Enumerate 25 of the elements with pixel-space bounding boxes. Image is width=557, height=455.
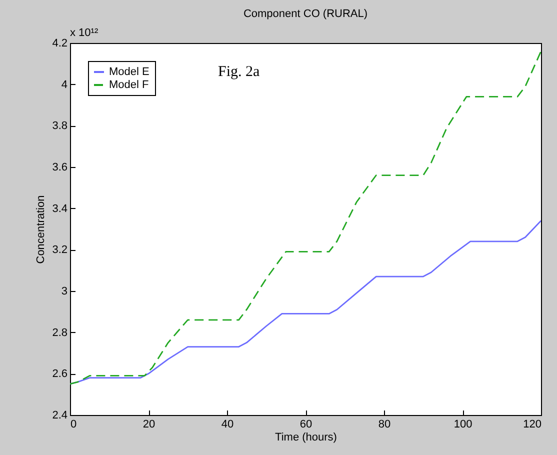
x-axis-title: Time (hours)	[275, 432, 337, 444]
x-tick-label: 120	[523, 418, 542, 430]
line-series	[70, 50, 541, 385]
text: x 10¹²	[70, 27, 98, 39]
y-tick-label: 3.2	[52, 244, 68, 256]
y-axis-title: Concentration	[35, 195, 48, 264]
legend-label: Model F	[109, 79, 150, 91]
chart-title: Component CO (RURAL)	[243, 8, 368, 20]
x-tick-label: 80	[378, 418, 391, 430]
y-tick-label: 2.6	[52, 368, 68, 380]
y-tick-label: 3.8	[52, 120, 68, 132]
y-tick-label: 3	[61, 286, 68, 298]
y-tick-label: 3.4	[52, 202, 68, 215]
x-tick-label: 60	[300, 418, 312, 430]
x-tick-label: 40	[221, 418, 234, 430]
y-tick-label: 4.2	[52, 38, 68, 50]
x-tick-label: 0	[70, 418, 77, 430]
y-tick-label: 3.6	[52, 162, 68, 174]
annotation: Fig. 2a	[218, 64, 260, 80]
x-tick-label: 100	[454, 418, 472, 430]
y-tick-label: 2.4	[52, 410, 68, 422]
y-tick-label: 4	[61, 78, 68, 91]
x-tick-label: 20	[142, 418, 156, 430]
legend-label: Model E	[109, 66, 150, 78]
y-tick-label: 2.8	[52, 326, 68, 339]
